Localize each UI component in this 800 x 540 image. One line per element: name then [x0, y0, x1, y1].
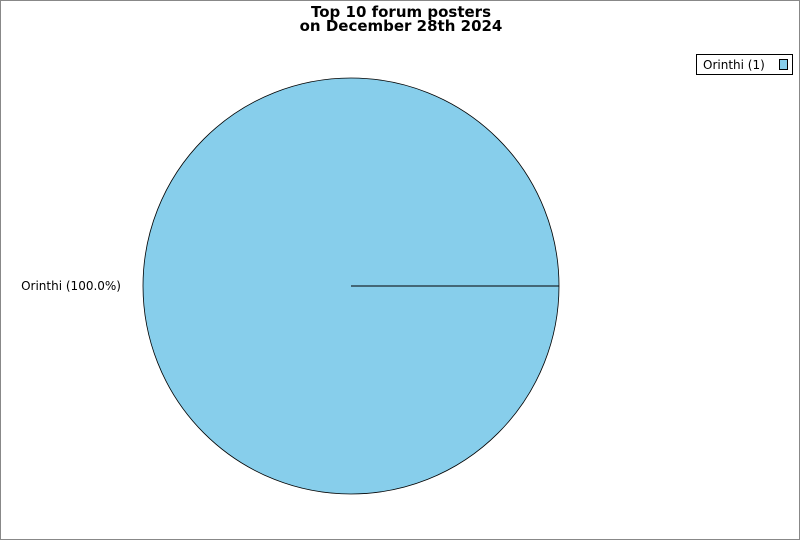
slice-label: Orinthi (100.0%): [21, 279, 121, 293]
legend-box: [696, 54, 793, 75]
chart-title-line-1: Top 10 forum posters: [311, 3, 491, 21]
legend: Orinthi (1): [696, 54, 793, 75]
chart-title-line-2: on December 28th 2024: [300, 17, 503, 35]
legend-entry-label: Orinthi (1): [703, 58, 765, 72]
legend-swatch: [779, 59, 788, 70]
